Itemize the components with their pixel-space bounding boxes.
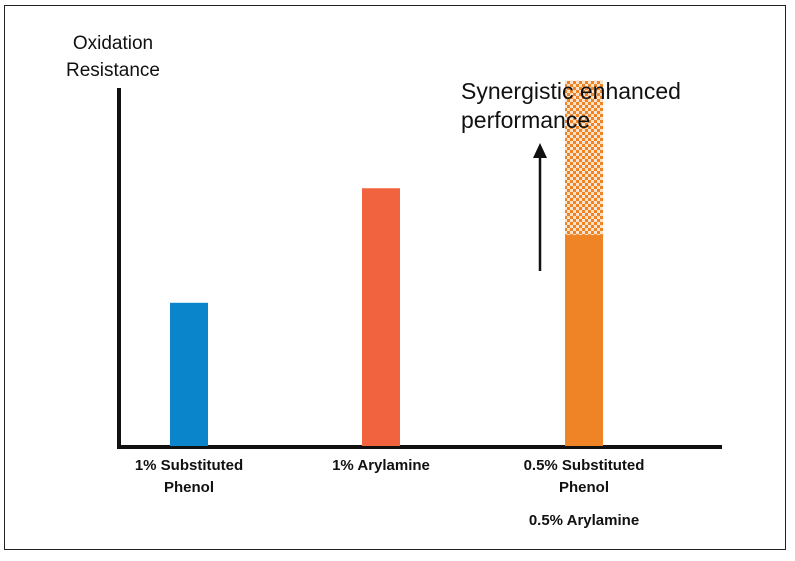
annotation-line-2: performance [461,107,590,133]
enhancement-arrow-head [533,143,547,158]
x-tick-label-3-line-1: 0.5% Substituted [524,457,645,474]
annotation-line-1: Synergistic enhanced [461,78,681,104]
x-tick-label-1-line-1: 1% Substituted [135,457,243,474]
x-tick-label-2-line-1: 1% Arylamine [332,457,430,474]
x-tick-label-3-line-2: Phenol [559,479,609,496]
bar-3-synergy-segment [565,80,603,235]
bar-1 [170,302,208,446]
x-tick-label-3-extra: 0.5% Arylamine [529,512,639,529]
y-axis-label-line-1: Oxidation [73,33,153,54]
x-tick-label-1-line-2: Phenol [164,479,214,496]
bar-3 [565,234,603,446]
bar-2 [362,188,400,447]
y-axis-label-line-2: Resistance [66,60,160,81]
